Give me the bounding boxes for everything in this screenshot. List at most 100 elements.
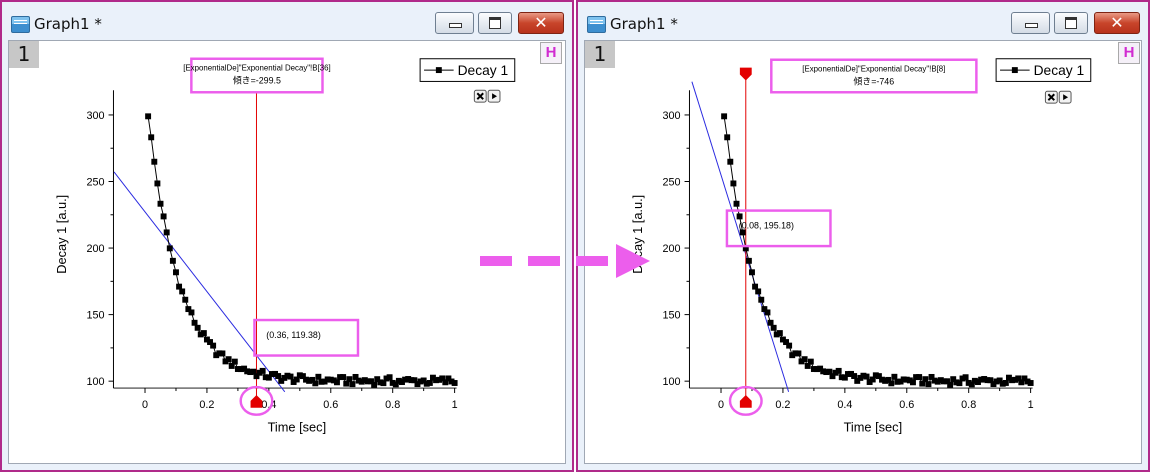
data-point[interactable] bbox=[293, 376, 300, 383]
data-point[interactable] bbox=[959, 375, 966, 382]
data-point[interactable] bbox=[971, 377, 978, 384]
close-button[interactable]: ✕ bbox=[518, 12, 564, 34]
data-point[interactable] bbox=[259, 367, 266, 374]
close-button[interactable]: ✕ bbox=[1094, 12, 1140, 34]
data-point[interactable] bbox=[343, 380, 350, 387]
data-point[interactable] bbox=[334, 379, 340, 386]
data-point[interactable] bbox=[364, 378, 371, 385]
data-point[interactable] bbox=[724, 134, 731, 141]
data-point[interactable] bbox=[290, 379, 297, 385]
data-point[interactable] bbox=[767, 319, 774, 326]
data-point[interactable] bbox=[169, 257, 176, 264]
data-point[interactable] bbox=[371, 381, 378, 388]
data-point[interactable] bbox=[318, 378, 325, 385]
data-point[interactable] bbox=[244, 368, 251, 375]
data-point[interactable] bbox=[426, 379, 433, 386]
data-point[interactable] bbox=[879, 376, 885, 383]
data-point[interactable] bbox=[182, 296, 189, 303]
data-point[interactable] bbox=[823, 369, 830, 376]
data-point[interactable] bbox=[953, 379, 960, 386]
data-point[interactable] bbox=[207, 339, 213, 346]
data-point[interactable] bbox=[225, 356, 232, 363]
data-point[interactable] bbox=[956, 380, 963, 387]
data-point[interactable] bbox=[755, 288, 762, 295]
minimize-button[interactable] bbox=[1011, 12, 1050, 34]
data-point[interactable] bbox=[303, 376, 309, 383]
data-point[interactable] bbox=[287, 373, 294, 380]
h-button[interactable]: H bbox=[1118, 42, 1140, 64]
data-point[interactable] bbox=[919, 380, 926, 387]
data-point[interactable] bbox=[993, 378, 1000, 385]
data-point[interactable] bbox=[194, 324, 201, 331]
data-point[interactable] bbox=[934, 378, 941, 385]
data-point[interactable] bbox=[950, 376, 957, 383]
data-point[interactable] bbox=[851, 373, 858, 379]
data-point[interactable] bbox=[389, 379, 396, 386]
title-bar[interactable]: Graph1 * ✕ bbox=[578, 2, 1148, 40]
data-point[interactable] bbox=[968, 381, 975, 388]
maximize-button[interactable] bbox=[1054, 12, 1088, 34]
data-point[interactable] bbox=[807, 358, 814, 365]
data-point[interactable] bbox=[185, 306, 192, 313]
data-point[interactable] bbox=[238, 366, 244, 373]
data-point[interactable] bbox=[758, 296, 765, 303]
data-point[interactable] bbox=[414, 381, 421, 388]
data-point[interactable] bbox=[789, 352, 796, 359]
data-point[interactable] bbox=[891, 373, 898, 380]
data-point[interactable] bbox=[179, 288, 186, 295]
h-button[interactable]: H bbox=[540, 42, 562, 64]
data-point[interactable] bbox=[749, 269, 755, 276]
data-point[interactable] bbox=[200, 330, 207, 337]
data-point[interactable] bbox=[829, 373, 836, 380]
data-point[interactable] bbox=[897, 378, 904, 385]
data-point[interactable] bbox=[875, 373, 882, 380]
data-point[interactable] bbox=[445, 375, 452, 382]
data-point[interactable] bbox=[299, 373, 306, 380]
data-point[interactable] bbox=[197, 331, 204, 338]
graph-page[interactable]: 1 H 0 0.2 0.4 0.6 0.8 1 100 150 200 250 300 Time … bbox=[8, 40, 566, 464]
graph-page[interactable]: 1 H 0 0.2 0.4 0.6 0.8 1 100 150 200 250 300 Time … bbox=[584, 40, 1142, 464]
data-point[interactable] bbox=[776, 330, 783, 337]
graph-window-right[interactable]: Graph1 * ✕ 1 H 0 0.2 0.4 0.6 0.8 1 100 150 200 2… bbox=[576, 0, 1150, 472]
data-point[interactable] bbox=[795, 350, 802, 357]
data-point[interactable] bbox=[392, 381, 399, 388]
data-point[interactable] bbox=[265, 374, 272, 381]
data-point[interactable] bbox=[145, 113, 152, 120]
data-point[interactable] bbox=[358, 378, 365, 385]
data-point[interactable] bbox=[1012, 376, 1019, 383]
data-point[interactable] bbox=[380, 380, 387, 387]
data-point[interactable] bbox=[832, 369, 839, 376]
cursor-bottom-marker[interactable] bbox=[739, 394, 752, 408]
data-point[interactable] bbox=[826, 368, 833, 375]
data-point[interactable] bbox=[745, 257, 752, 264]
data-point[interactable] bbox=[786, 342, 793, 349]
data-point[interactable] bbox=[405, 376, 412, 382]
data-point[interactable] bbox=[773, 331, 780, 338]
data-point[interactable] bbox=[160, 213, 167, 220]
data-point[interactable] bbox=[975, 379, 981, 386]
layer-indicator[interactable]: 1 bbox=[9, 41, 39, 68]
data-point[interactable] bbox=[857, 374, 864, 381]
data-point[interactable] bbox=[882, 377, 889, 384]
data-point[interactable] bbox=[315, 373, 322, 380]
data-point[interactable] bbox=[399, 379, 405, 386]
data-point[interactable] bbox=[241, 365, 248, 372]
data-point[interactable] bbox=[804, 362, 811, 369]
data-point[interactable] bbox=[863, 373, 870, 380]
data-point[interactable] bbox=[848, 370, 855, 377]
data-point[interactable] bbox=[420, 377, 427, 384]
data-point[interactable] bbox=[925, 381, 932, 388]
data-point[interactable] bbox=[940, 378, 947, 385]
legend[interactable]: Decay 1 bbox=[995, 58, 1092, 82]
data-point[interactable] bbox=[1018, 379, 1025, 386]
data-point[interactable] bbox=[436, 376, 443, 383]
data-point[interactable] bbox=[922, 376, 929, 383]
data-point[interactable] bbox=[990, 381, 997, 388]
data-point[interactable] bbox=[151, 158, 158, 165]
data-point[interactable] bbox=[309, 376, 316, 383]
data-point[interactable] bbox=[999, 380, 1006, 387]
data-point[interactable] bbox=[191, 319, 198, 326]
data-point[interactable] bbox=[439, 375, 446, 382]
data-point[interactable] bbox=[383, 375, 390, 382]
data-point[interactable] bbox=[783, 339, 789, 346]
